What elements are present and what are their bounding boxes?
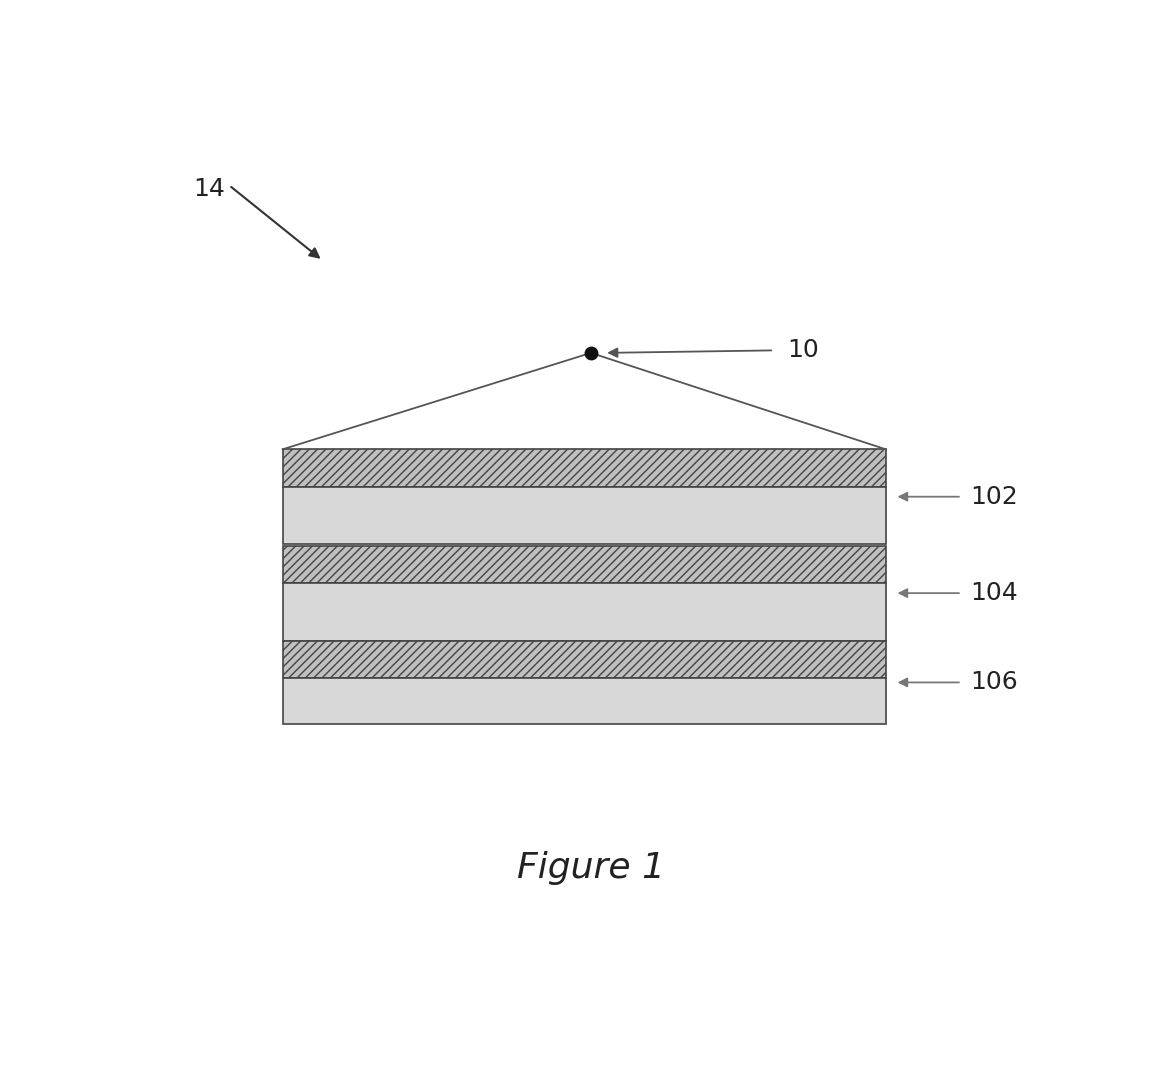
- Bar: [282, 678, 886, 724]
- Bar: [282, 640, 886, 678]
- Bar: [282, 546, 886, 584]
- Text: Figure 1: Figure 1: [517, 852, 665, 885]
- Bar: [282, 584, 886, 640]
- Text: 14: 14: [194, 176, 225, 200]
- Text: 106: 106: [971, 671, 1018, 695]
- Text: 104: 104: [971, 582, 1018, 605]
- Bar: [282, 450, 886, 487]
- Bar: [282, 487, 886, 544]
- Text: 102: 102: [971, 485, 1018, 509]
- Text: 10: 10: [787, 339, 820, 363]
